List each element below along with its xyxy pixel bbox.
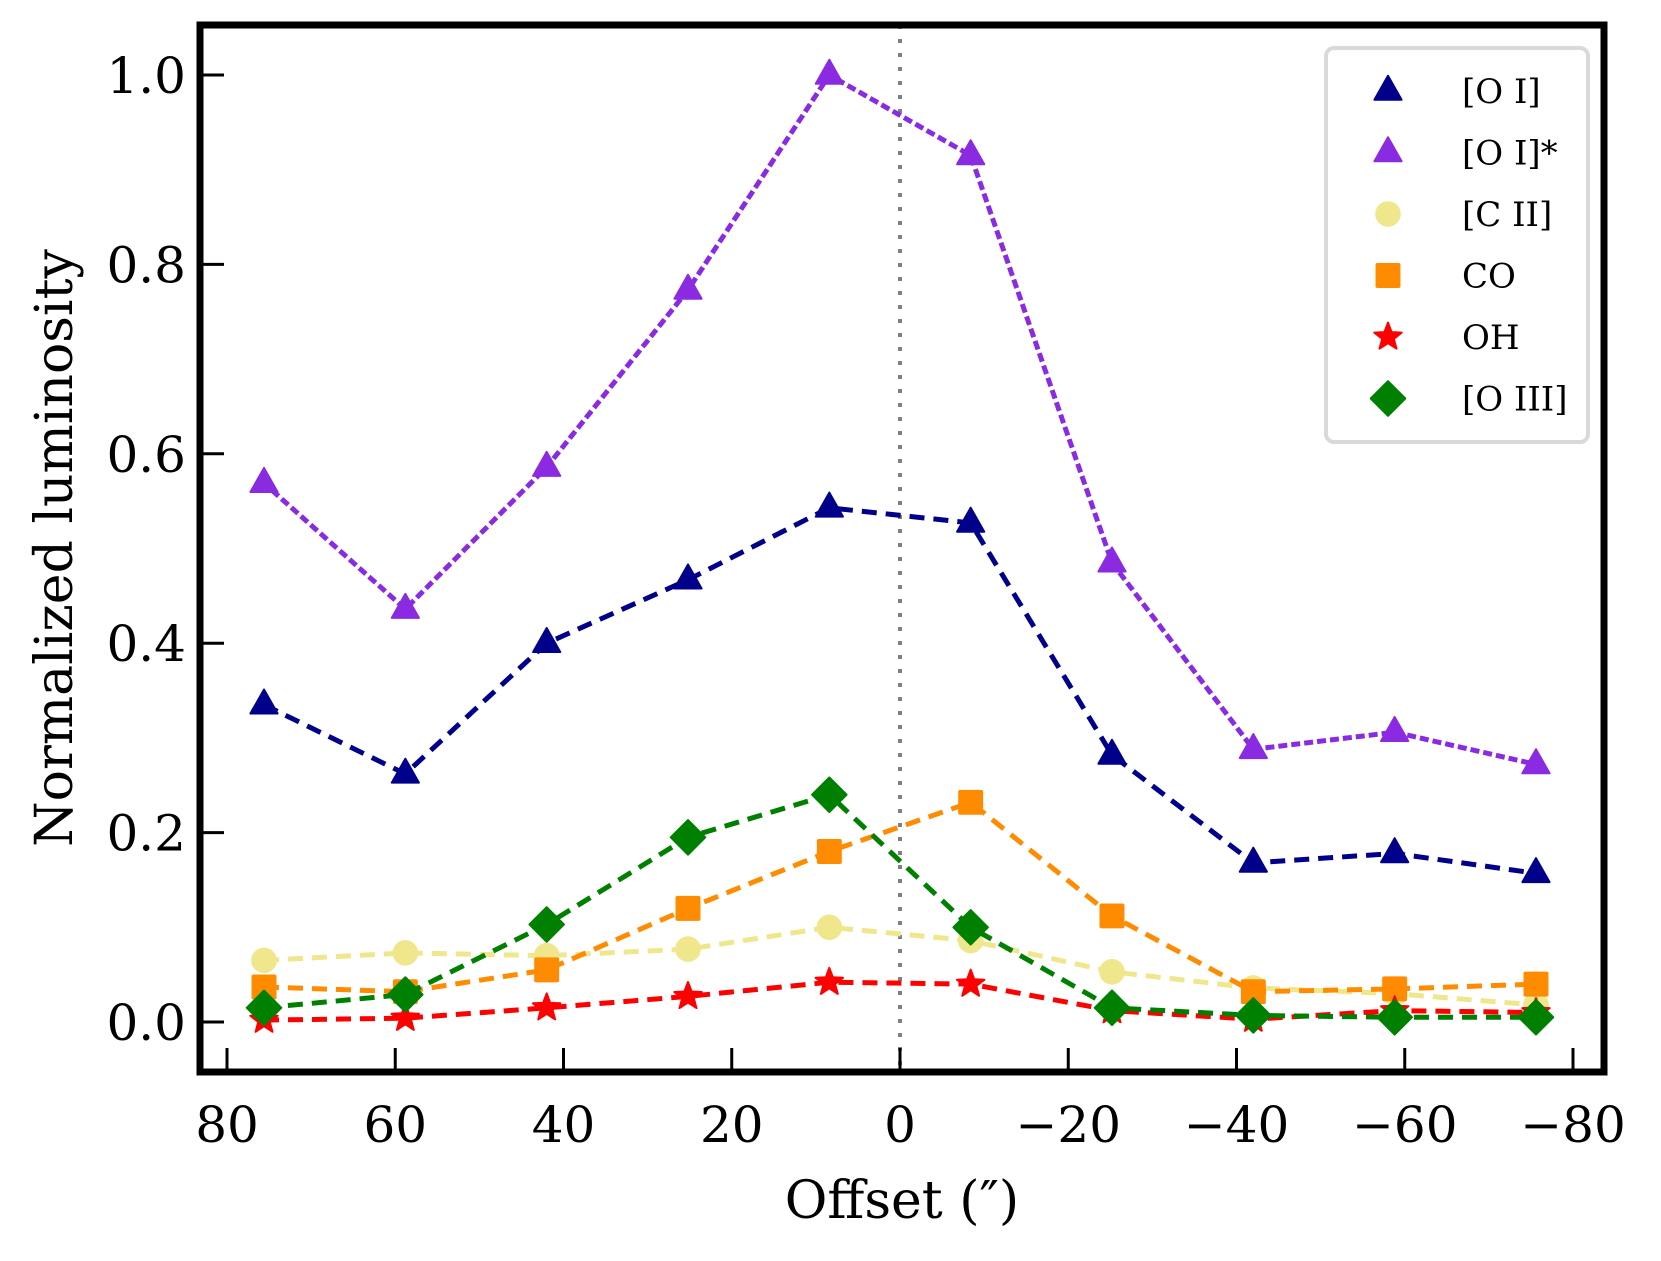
plot-frame <box>196 21 1608 1076</box>
data-point-o-i <box>1238 846 1268 873</box>
legend-marker-triangle-icon <box>1373 74 1403 101</box>
data-point-o-i <box>249 688 279 715</box>
legend-item-co: CO <box>1375 257 1516 297</box>
series-line-co <box>263 799 1537 995</box>
series-line-o-i <box>260 71 1539 768</box>
data-point-co <box>1240 979 1266 1005</box>
data-point-co <box>1099 903 1125 929</box>
legend-label: [O I]* <box>1462 134 1558 174</box>
data-point-o-iii <box>1376 998 1413 1036</box>
x-tick-label: 60 <box>363 1096 427 1154</box>
data-point-co <box>816 839 842 865</box>
data-point-o-iii <box>528 906 565 943</box>
data-point-o-i <box>1380 716 1410 743</box>
x-tick-label: −60 <box>1352 1096 1458 1154</box>
y-tick-label: 0.0 <box>106 994 186 1052</box>
data-point-o-i <box>1380 837 1410 864</box>
data-point-o-i <box>532 627 562 653</box>
legend: [O I] [O I]* [C II] CO OH [O III] <box>1324 46 1590 444</box>
legend-item-oh: OH <box>1373 318 1520 358</box>
y-tick-label: 0.2 <box>106 805 186 863</box>
legend-label: OH <box>1462 318 1520 358</box>
series-line-o-i <box>262 505 1537 876</box>
data-point-co <box>1382 976 1408 1002</box>
legend-item-o-i: [O I] <box>1373 72 1541 112</box>
data-point-o-i <box>1521 748 1551 775</box>
data-point-oh <box>532 992 562 1021</box>
legend-item-o-i: [O I]* <box>1373 134 1558 174</box>
data-point-co <box>958 789 984 815</box>
data-point-o-i <box>1097 738 1127 765</box>
legend-label: CO <box>1462 257 1516 297</box>
x-tick-label: 0 <box>884 1096 916 1154</box>
data-point-o-iii <box>1235 997 1272 1034</box>
data-point-c-ii <box>816 914 843 941</box>
legend-marker-circle-icon <box>1375 201 1401 227</box>
legend-item-c-ii: [C II] <box>1375 195 1552 235</box>
data-point-o-i <box>1521 857 1551 884</box>
data-point-co <box>251 974 277 1000</box>
data-point-oh <box>673 981 703 1010</box>
x-axis-label: Offset (″) <box>785 1171 1019 1231</box>
data-point-oh <box>956 968 986 997</box>
data-point-o-i <box>814 491 844 518</box>
data-point-c-ii <box>251 947 277 974</box>
series-co <box>251 789 1549 1005</box>
legend-marker-star-icon <box>1373 321 1403 350</box>
series-o-i <box>249 58 1551 775</box>
data-point-o-iii <box>1517 998 1555 1036</box>
data-point-o-iii <box>952 909 989 946</box>
x-tick-label: −40 <box>1184 1096 1290 1154</box>
series-o-iii <box>245 776 1555 1036</box>
data-point-c-ii <box>1099 959 1125 985</box>
data-point-oh <box>390 1002 420 1031</box>
data-point-o-i <box>956 139 986 166</box>
data-point-o-i <box>249 466 279 493</box>
legend-marker-square-icon <box>1375 263 1401 288</box>
data-point-o-iii <box>811 776 848 813</box>
data-point-o-i <box>390 757 420 784</box>
legend-label: [C II] <box>1462 195 1552 235</box>
data-point-o-i <box>1097 546 1127 573</box>
data-point-co <box>675 895 701 921</box>
x-tick-label: 20 <box>700 1096 764 1154</box>
y-tick-label: 0.6 <box>106 426 186 484</box>
x-tick-label: 80 <box>195 1096 259 1154</box>
data-point-c-ii <box>392 940 419 966</box>
data-point-co <box>534 957 560 983</box>
series-line-o-iii <box>263 791 1536 1020</box>
legend-marker-triangle-icon <box>1373 136 1403 163</box>
data-point-o-i <box>1238 733 1268 760</box>
data-point-co <box>1523 971 1549 997</box>
data-point-c-ii <box>675 936 701 962</box>
legend-item-o-iii: [O III] <box>1369 380 1568 420</box>
data-point-o-i <box>390 592 420 619</box>
data-point-o-i <box>532 450 562 477</box>
y-axis-label: Normalized luminosity <box>25 249 85 847</box>
legend-marker-diamond-icon <box>1369 380 1407 417</box>
data-point-o-iii <box>669 819 707 856</box>
x-tick-label: 40 <box>532 1096 596 1154</box>
data-point-o-i <box>673 563 703 590</box>
data-point-o-i <box>673 273 703 300</box>
data-point-oh <box>814 966 844 995</box>
data-point-o-iii <box>1093 989 1131 1027</box>
x-tick-label: −20 <box>1015 1096 1121 1154</box>
data-point-o-iii <box>245 989 283 1027</box>
y-tick-label: 1.0 <box>106 47 186 105</box>
legend-label: [O I] <box>1462 72 1541 112</box>
x-tick-label: −80 <box>1520 1096 1626 1154</box>
data-point-o-iii <box>387 976 424 1013</box>
data-point-o-i <box>814 58 844 85</box>
legend-label: [O III] <box>1462 380 1568 420</box>
y-tick-label: 0.4 <box>106 615 186 673</box>
data-point-o-i <box>956 506 986 533</box>
series-o-i <box>249 491 1551 884</box>
y-tick-label: 0.8 <box>106 236 186 294</box>
